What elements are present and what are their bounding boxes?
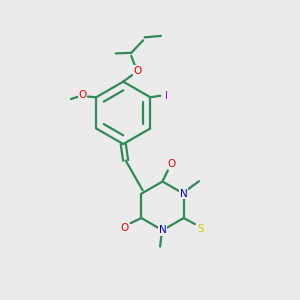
Text: O: O [133,66,141,76]
Text: O: O [120,224,128,233]
Text: O: O [168,159,176,169]
Text: N: N [180,189,188,199]
Text: N: N [159,225,167,235]
Text: O: O [78,90,86,100]
Text: S: S [197,224,204,234]
Text: I: I [165,91,168,101]
